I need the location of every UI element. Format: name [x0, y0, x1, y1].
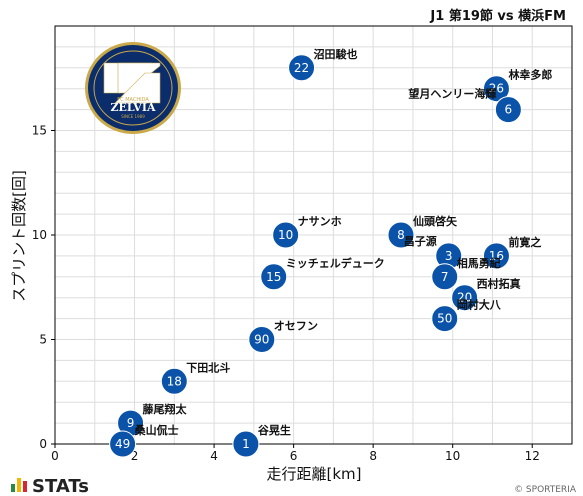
- player-number: 8: [397, 228, 405, 242]
- x-tick-label: 10: [445, 449, 460, 463]
- x-tick-label: 2: [131, 449, 139, 463]
- stats-logo-bar-red: [23, 481, 27, 492]
- player-name-label: 藤尾翔太: [143, 402, 188, 416]
- player-name-label: 西村拓真: [477, 277, 521, 291]
- player-point: 1 谷晃生: [232, 423, 291, 458]
- player-name-label: 望月ヘンリー海輝: [408, 87, 496, 101]
- player-number: 9: [127, 416, 135, 430]
- player-point: 50 岡村大八: [431, 298, 502, 333]
- match-title: J1 第19節 vs 横浜FM: [429, 8, 566, 24]
- player-marker: [482, 242, 510, 270]
- player-marker: [260, 263, 288, 291]
- y-tick-label: 0: [39, 437, 47, 451]
- player-name-label: 林幸多郎: [508, 68, 552, 82]
- x-tick-label: 0: [51, 449, 59, 463]
- player-point: 3 昌子源: [404, 234, 463, 270]
- player-number: 3: [445, 249, 453, 263]
- y-axis-label: スプリント回数[回]: [10, 170, 28, 302]
- player-point: 15 ミッチェルデューク: [260, 256, 385, 291]
- y-tick-label: 5: [39, 333, 47, 347]
- player-name-label: 前寛之: [508, 235, 541, 249]
- player-point: 26 林幸多郎: [482, 68, 552, 103]
- stats-logo-bar-yellow: [17, 478, 21, 492]
- y-tick-label: 10: [32, 228, 47, 242]
- stats-logo: STATs: [11, 476, 89, 496]
- player-number: 7: [441, 270, 449, 284]
- player-number: 6: [505, 103, 513, 117]
- y-tick-label: 15: [32, 124, 47, 138]
- player-point: 6 望月ヘンリー海輝: [408, 87, 522, 124]
- player-name-label: ミッチェルデューク: [286, 256, 385, 270]
- x-axis-label: 走行距離[km]: [266, 465, 361, 483]
- player-point: 10 ナサンホ: [272, 215, 342, 249]
- player-marker: [387, 221, 415, 249]
- player-point: 20 西村拓真: [451, 277, 521, 312]
- x-tick-label: 12: [525, 449, 540, 463]
- player-name-label: 昌子源: [404, 234, 437, 248]
- player-marker: [160, 367, 188, 395]
- player-name-label: オセフン: [274, 320, 318, 333]
- player-marker: [431, 305, 459, 333]
- player-marker: [248, 326, 276, 353]
- logo-text-bottom: SINCE 1989: [121, 114, 145, 119]
- player-name-label: 下田北斗: [186, 360, 230, 374]
- player-number: 20: [457, 291, 472, 305]
- player-marker: [109, 430, 137, 458]
- player-point: 9 藤尾翔太: [117, 402, 188, 437]
- copyright-text: © SPORTERIA: [514, 485, 577, 495]
- x-tick-label: 6: [290, 449, 298, 463]
- player-marker: [494, 96, 522, 124]
- player-marker: [431, 263, 459, 291]
- player-marker: [451, 284, 479, 312]
- player-number: 90: [254, 333, 269, 347]
- player-name-label: ナサンホ: [298, 215, 342, 228]
- player-name-label: 相馬勇紀: [457, 256, 501, 270]
- player-name-label: 桑山侃士: [134, 423, 179, 437]
- player-points: 22 沼田駿也 26 林幸多郎 6 望月ヘンリー海輝 10 ナサンホ 8 仙頭啓矢 3 昌子源 16 前寛…: [109, 47, 552, 458]
- stats-logo-text: STATs: [32, 476, 89, 496]
- player-number: 50: [437, 312, 452, 326]
- player-marker: [482, 75, 510, 103]
- stats-logo-bar-green: [11, 484, 15, 492]
- player-marker: [288, 54, 316, 82]
- player-point: 8 仙頭啓矢: [387, 214, 458, 249]
- player-number: 16: [489, 249, 504, 263]
- player-point: 7 相馬勇紀: [431, 256, 501, 291]
- player-name-label: 岡村大八: [457, 298, 502, 312]
- x-tick-label: 8: [369, 449, 377, 463]
- player-number: 10: [278, 228, 293, 242]
- logo-text-top: FC MACHIDA: [117, 97, 149, 103]
- player-point: 18 下田北斗: [160, 360, 230, 395]
- logo-text-main: ZELVIA: [110, 101, 156, 114]
- player-number: 1: [242, 437, 250, 451]
- player-name-label: 沼田駿也: [314, 47, 358, 61]
- player-number: 15: [266, 270, 281, 284]
- player-number: 18: [167, 374, 182, 388]
- player-name-label: 谷晃生: [258, 423, 291, 437]
- player-point: 90 オセフン: [248, 320, 318, 353]
- player-number: 26: [489, 82, 504, 96]
- player-point: 49 桑山侃士: [109, 423, 179, 458]
- player-marker: [272, 221, 300, 249]
- player-number: 22: [294, 61, 309, 75]
- player-name-label: 仙頭啓矢: [413, 214, 458, 228]
- player-point: 22 沼田駿也: [288, 47, 358, 82]
- player-number: 49: [115, 437, 130, 451]
- club-logo-badge: FC MACHIDA ZELVIA SINCE 1989: [85, 42, 181, 134]
- player-point: 16 前寛之: [482, 235, 541, 270]
- player-marker: [232, 430, 260, 458]
- x-tick-label: 4: [210, 449, 218, 463]
